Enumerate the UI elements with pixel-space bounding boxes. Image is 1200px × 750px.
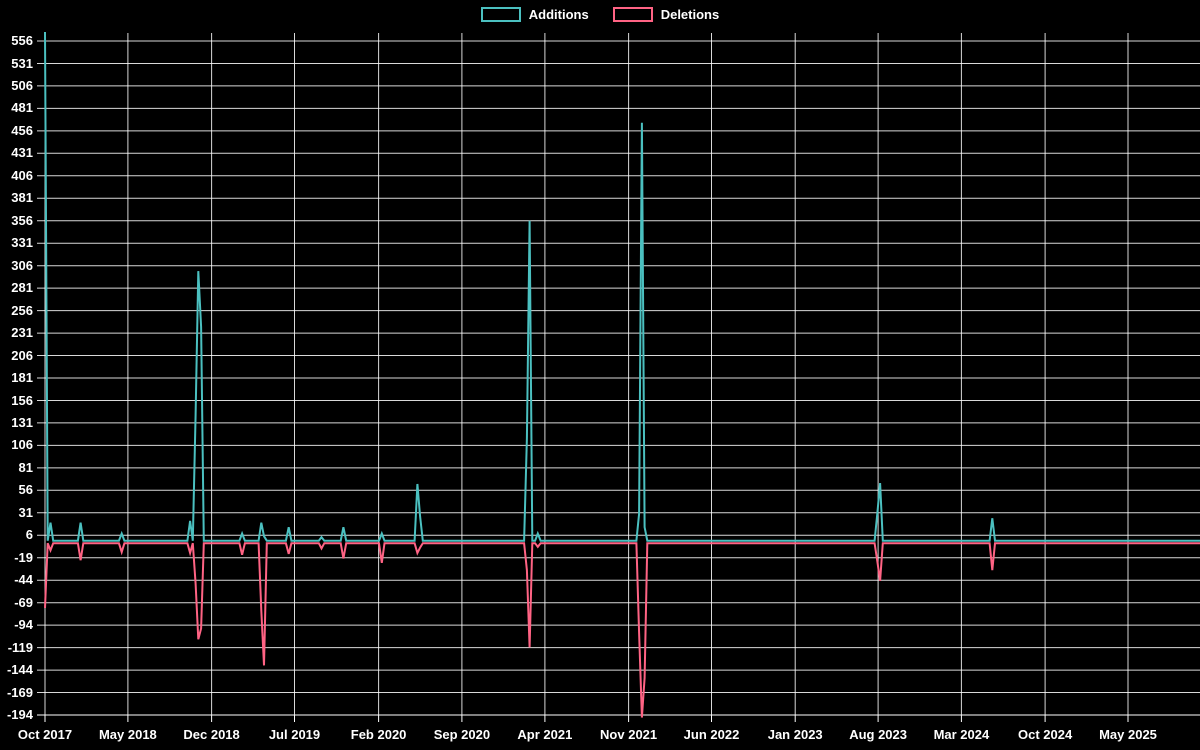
x-axis-label: Apr 2021 [517, 727, 573, 742]
y-axis-label: 481 [11, 100, 33, 116]
y-axis-label: 431 [11, 145, 33, 161]
x-axis-label: Feb 2020 [350, 727, 407, 742]
legend-item-deletions[interactable]: Deletions [612, 7, 720, 22]
y-axis-label: 556 [11, 33, 33, 48]
x-axis-label: Dec 2018 [183, 727, 240, 742]
y-axis-label: -94 [14, 617, 33, 633]
x-axis-label: Jun 2022 [683, 727, 740, 742]
x-axis-label: Oct 2024 [1017, 727, 1073, 742]
legend-label-additions: Additions [528, 7, 589, 22]
y-axis-label: 256 [11, 302, 33, 318]
legend-label-deletions: Deletions [660, 7, 720, 22]
y-axis-label: 231 [11, 325, 33, 341]
y-axis-label: 356 [11, 212, 33, 228]
y-axis-label: 381 [11, 190, 33, 206]
y-axis-label: -19 [14, 549, 33, 565]
y-axis-label: 156 [11, 392, 33, 408]
y-axis-label: 6 [25, 527, 33, 543]
y-axis-label: -44 [14, 572, 33, 588]
x-axis-label: Mar 2024 [933, 727, 990, 742]
y-axis-label: -169 [6, 684, 33, 700]
y-axis: 556 531 506 481 456 431 406 381 356 331 306 281 256 2… [0, 0, 34, 750]
legend-item-additions[interactable]: Additions [480, 7, 589, 22]
y-axis-label: 31 [18, 504, 33, 520]
x-axis-label: May 2025 [1099, 727, 1157, 742]
x-axis-label: Oct 2017 [17, 727, 73, 742]
additions-line [44, 31, 1200, 542]
y-axis-label: 56 [18, 482, 33, 498]
y-axis-label: -194 [6, 707, 33, 722]
y-axis-label: 131 [11, 414, 33, 430]
deletions-swatch-icon [612, 7, 653, 22]
x-axis-label: May 2018 [98, 727, 157, 742]
y-axis-label: 81 [18, 459, 33, 475]
y-axis-label: 406 [11, 167, 33, 183]
y-axis-label: -119 [7, 639, 33, 655]
x-axis-label: Sep 2020 [433, 727, 491, 742]
additions-swatch-icon [480, 7, 521, 22]
y-axis-label: 306 [11, 257, 33, 273]
y-axis-label: 456 [11, 122, 33, 138]
y-axis-label: 181 [11, 370, 33, 385]
y-axis-label: 506 [11, 77, 33, 93]
deletions-line [44, 542, 1200, 718]
y-axis-label: 206 [11, 347, 33, 363]
y-axis-label: 331 [11, 235, 33, 251]
y-axis-label: 281 [11, 280, 33, 296]
y-axis-label: -144 [6, 662, 33, 678]
x-axis-label: Jul 2019 [268, 727, 321, 742]
y-axis-label: -69 [14, 594, 33, 610]
x-axis-label: Jan 2023 [767, 727, 823, 742]
chart-legend: Additions Deletions [0, 7, 1200, 22]
y-axis-label: 531 [11, 55, 33, 71]
y-axis-label: 106 [11, 437, 33, 453]
x-axis-label: Aug 2023 [849, 727, 907, 742]
x-axis-label: Nov 2021 [600, 727, 658, 742]
